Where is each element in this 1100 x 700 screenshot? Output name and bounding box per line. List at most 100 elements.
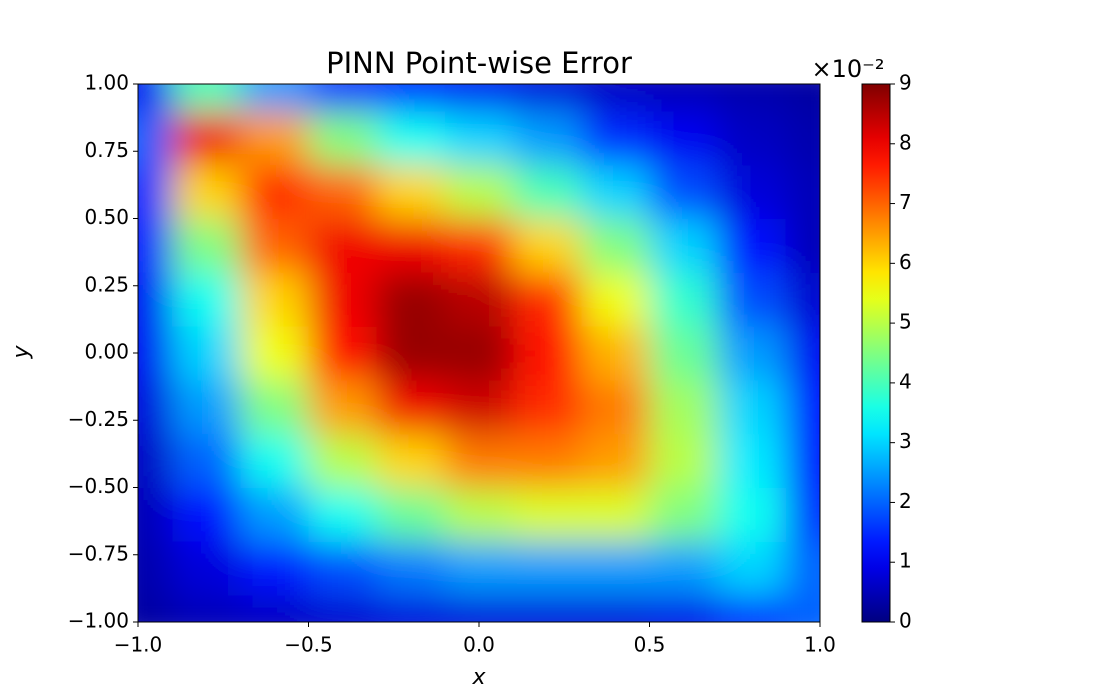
heat-cell <box>376 164 446 219</box>
heat-cell <box>649 595 719 622</box>
x-tick-label: −1.0 <box>114 633 163 657</box>
heat-cell <box>444 84 514 112</box>
colorbar-tick-label: 3 <box>899 429 912 453</box>
heat-cell <box>376 487 446 542</box>
heat-cell <box>444 541 514 596</box>
heat-cell <box>717 272 787 327</box>
heat-cell <box>444 218 514 273</box>
heat-cell <box>240 541 309 596</box>
heat-cell <box>513 84 582 112</box>
heat-cell <box>444 326 514 381</box>
heat-cell <box>308 595 378 622</box>
heat-cell <box>308 164 378 219</box>
heat-cell <box>581 164 650 219</box>
heat-cell <box>649 487 719 542</box>
heat-cell <box>376 379 446 435</box>
heat-cell <box>785 541 820 596</box>
heat-cell <box>717 218 787 273</box>
heat-cell <box>785 218 820 273</box>
heat-cell <box>513 433 582 488</box>
heat-cell <box>717 487 787 542</box>
heat-cell <box>649 164 719 219</box>
colorbar-tick-label: 8 <box>899 130 912 154</box>
heat-cell <box>785 84 820 112</box>
heat-cell <box>581 541 650 596</box>
heat-cell <box>581 487 650 542</box>
heat-cell <box>138 595 173 622</box>
heat-cell <box>240 272 309 327</box>
y-tick-label: 0.50 <box>84 205 129 229</box>
heat-cell <box>308 487 378 542</box>
heat-cell <box>308 433 378 488</box>
heat-cell <box>513 218 582 273</box>
heat-cell <box>138 541 173 596</box>
heat-cell <box>172 541 241 596</box>
colorbar-frame <box>861 83 891 623</box>
heat-cell <box>649 84 719 112</box>
heat-cell <box>444 379 514 435</box>
heat-cell <box>513 487 582 542</box>
heat-cell <box>785 164 820 219</box>
heat-cell <box>172 326 241 381</box>
heat-cell <box>172 487 241 542</box>
y-tick-label: −0.75 <box>68 541 129 565</box>
heat-cell <box>240 218 309 273</box>
heat-cell <box>376 541 446 596</box>
colorbar-tick-label: 6 <box>899 250 912 274</box>
heat-cell <box>785 433 820 488</box>
heat-cell <box>376 272 446 327</box>
heat-cell <box>785 326 820 381</box>
y-tick-label: 0.25 <box>84 272 129 296</box>
heat-cell <box>717 541 787 596</box>
heat-cell <box>376 326 446 381</box>
heat-cell <box>649 433 719 488</box>
heat-cell <box>444 110 514 166</box>
x-tick-label: 0.0 <box>463 633 495 657</box>
heat-cell <box>308 272 378 327</box>
y-tick-label: 1.00 <box>84 71 129 95</box>
heat-cell <box>240 595 309 622</box>
heat-cell <box>240 487 309 542</box>
heat-cell <box>376 595 446 622</box>
heat-cell <box>717 84 787 112</box>
heat-cell <box>717 326 787 381</box>
heat-cell <box>240 84 309 112</box>
colorbar-offset: ×10⁻² <box>812 55 885 83</box>
heat-cell <box>581 110 650 166</box>
heat-cell <box>649 272 719 327</box>
y-tick-label: −0.50 <box>68 474 129 498</box>
heat-cell <box>172 84 241 112</box>
heat-cell <box>717 433 787 488</box>
heat-cell <box>138 326 173 381</box>
y-tick-label: −0.25 <box>68 407 129 431</box>
heat-cell <box>308 110 378 166</box>
heat-cell <box>785 379 820 435</box>
colorbar-tick-label: 0 <box>899 609 912 633</box>
heat-cell <box>240 326 309 381</box>
heat-cell <box>717 110 787 166</box>
heat-cell <box>172 164 241 219</box>
x-tick-label: 0.5 <box>634 633 666 657</box>
heat-cell <box>785 272 820 327</box>
heat-cell <box>717 164 787 219</box>
heat-cell <box>138 164 173 219</box>
colorbar-tick-label: 4 <box>899 369 912 393</box>
heat-cell <box>172 110 241 166</box>
heat-cell <box>138 84 173 112</box>
heat-cell <box>172 595 241 622</box>
heat-cell <box>513 379 582 435</box>
heat-cell <box>581 379 650 435</box>
heat-cell <box>240 164 309 219</box>
heat-cell <box>649 541 719 596</box>
heat-cell <box>785 110 820 166</box>
heat-cell <box>444 595 514 622</box>
heat-cell <box>581 272 650 327</box>
heatmap <box>138 84 820 622</box>
heat-cell <box>649 379 719 435</box>
heat-cell <box>138 487 173 542</box>
heat-cell <box>138 110 173 166</box>
x-axis-label: x <box>471 665 486 690</box>
heat-cell <box>376 84 446 112</box>
heat-cell <box>581 326 650 381</box>
heat-cell <box>138 218 173 273</box>
